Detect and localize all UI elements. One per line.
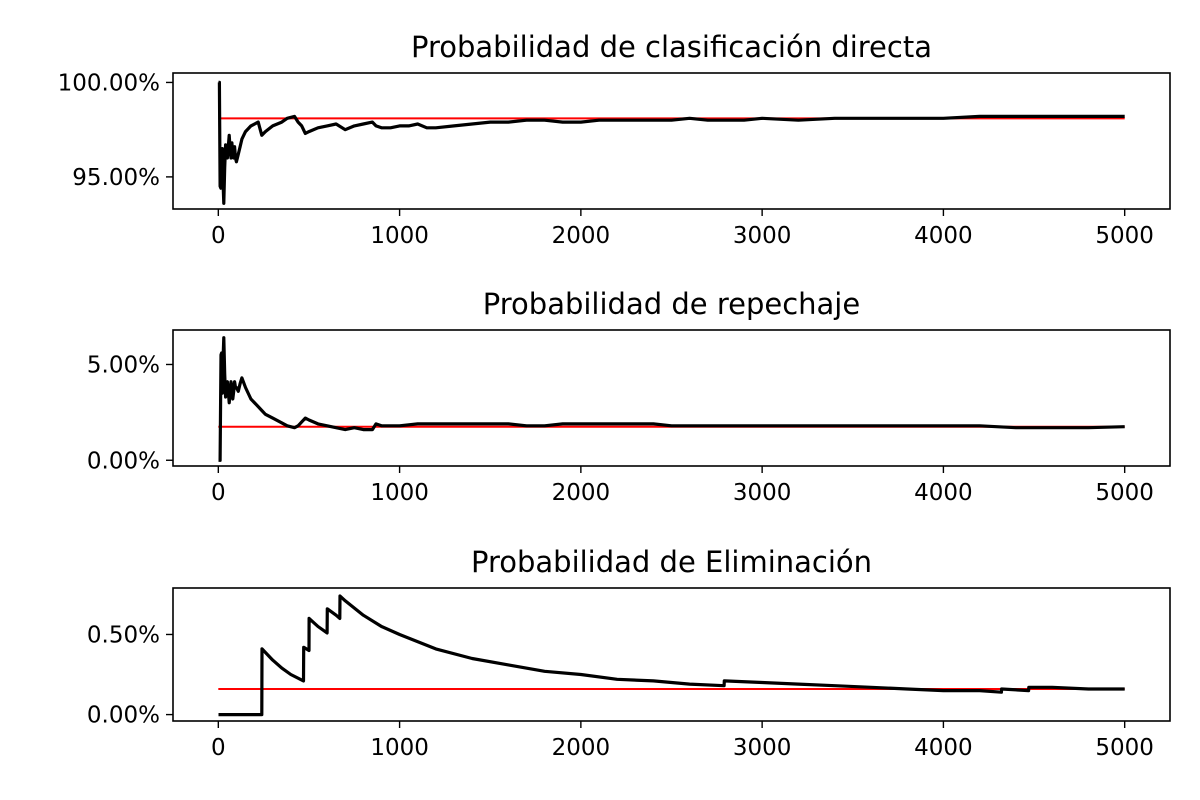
x-tick-label: 0 <box>211 480 226 506</box>
x-tick-label: 4000 <box>914 480 973 506</box>
x-tick-label: 3000 <box>733 223 792 249</box>
y-tick-label: 0.50% <box>87 622 160 648</box>
plot-frame <box>172 329 1171 467</box>
x-tick-label: 4000 <box>914 735 973 761</box>
chart-title: Probabilidad de clasificación directa <box>411 30 932 64</box>
y-tick-label: 0.00% <box>87 703 160 729</box>
x-tick-label: 3000 <box>733 480 792 506</box>
x-tick-label: 5000 <box>1095 480 1154 506</box>
chart-panel-3: Probabilidad de Eliminación 0 1000 2000 3000… <box>87 545 1171 761</box>
x-tick-label: 1000 <box>370 223 429 249</box>
series-line-1 <box>218 336 1125 462</box>
chart-title: Probabilidad de repechaje <box>483 287 860 321</box>
x-tick-label: 3000 <box>733 735 792 761</box>
chart-panel-2: Probabilidad de repechaje 0 1000 2000 3000 40… <box>87 287 1171 506</box>
x-tick-label: 5000 <box>1095 735 1154 761</box>
x-tick-label: 2000 <box>552 735 611 761</box>
x-tick-label: 0 <box>211 735 226 761</box>
series-line-1 <box>218 594 1125 717</box>
x-tick-label: 4000 <box>914 223 973 249</box>
x-tick-label: 0 <box>211 223 226 249</box>
plot-frame <box>172 72 1171 210</box>
y-tick-label: 100.00% <box>58 70 160 96</box>
x-tick-label: 5000 <box>1095 223 1154 249</box>
y-tick-label: 0.00% <box>87 448 160 474</box>
x-tick-label: 2000 <box>552 480 611 506</box>
plot-frame <box>172 587 1171 722</box>
series-line-1 <box>217 80 1125 205</box>
x-tick-label: 1000 <box>370 480 429 506</box>
chart-panel-1: Probabilidad de clasificación directa 0 10… <box>58 30 1171 249</box>
chart-title: Probabilidad de Eliminación <box>471 545 872 579</box>
y-tick-label: 5.00% <box>87 352 160 378</box>
x-tick-label: 2000 <box>552 223 611 249</box>
y-tick-label: 95.00% <box>72 165 160 191</box>
x-tick-label: 1000 <box>370 735 429 761</box>
